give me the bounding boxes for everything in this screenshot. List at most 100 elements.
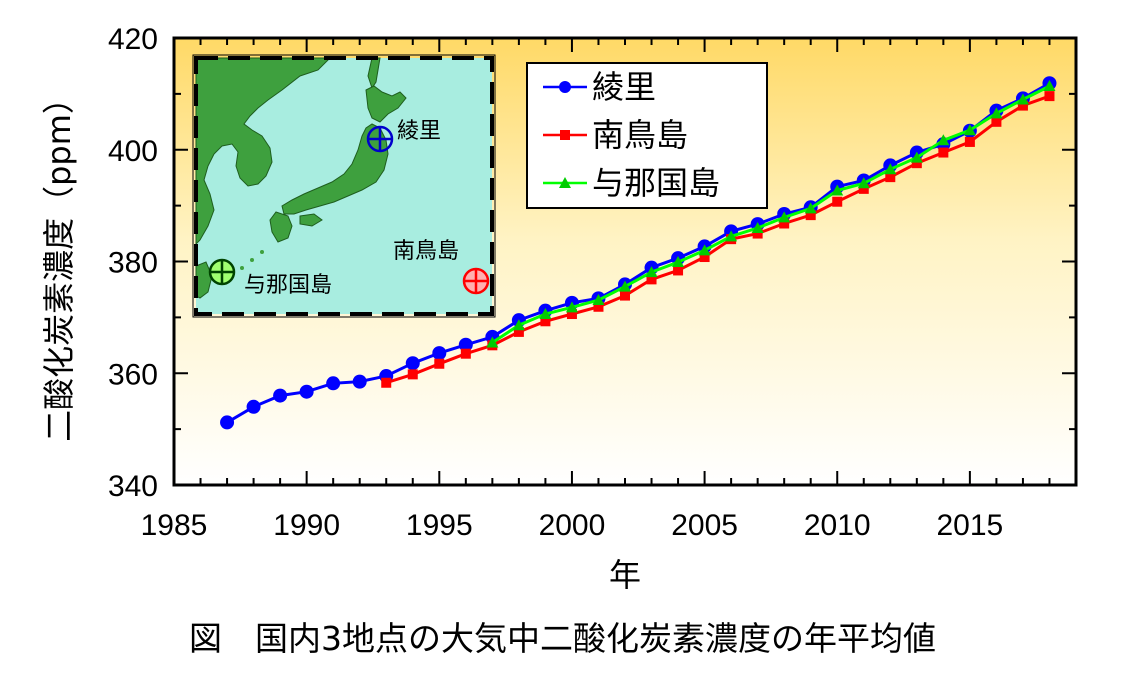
x-tick-label: 1990 — [273, 509, 340, 542]
legend-item-minamitorishima: 南鳥島 — [543, 116, 688, 154]
data-point-minamitorishima — [381, 377, 392, 388]
plot-frame — [172, 36, 1078, 487]
x-tick-label: 2015 — [937, 509, 1004, 542]
data-point-minamitorishima — [805, 210, 816, 221]
data-point-yonaguni — [619, 280, 631, 292]
data-point-yonaguni — [539, 308, 552, 320]
y-tick-label: 380 — [108, 247, 158, 280]
x-tick-label: 1985 — [141, 509, 208, 542]
data-point-ryori — [432, 346, 447, 361]
inset-map: 綾里 南鳥島 与那国島 — [192, 54, 496, 318]
data-point-yonaguni — [884, 163, 897, 175]
data-point-yonaguni — [486, 336, 499, 348]
series-layer — [220, 76, 1057, 430]
y-tick-label: 420 — [108, 23, 158, 56]
data-point-minamitorishima — [1044, 91, 1055, 102]
data-point-minamitorishima — [513, 326, 524, 337]
x-tick-labels: 1985 1990 1995 2000 2005 2010 2015 — [141, 509, 1004, 542]
y-tick-label: 340 — [108, 470, 158, 503]
data-point-ryori — [246, 399, 261, 414]
data-point-minamitorishima — [752, 228, 763, 239]
data-point-minamitorishima — [1017, 100, 1028, 111]
data-point-yonaguni — [910, 151, 923, 163]
y-tick-label: 400 — [108, 135, 158, 168]
data-point-yonaguni — [592, 294, 605, 306]
station-marker-minamitorishima — [462, 267, 490, 295]
data-point-minamitorishima — [885, 172, 896, 183]
inset-map-outer-frame — [192, 54, 496, 318]
inset-map-asia-land — [195, 57, 332, 246]
data-point-yonaguni — [751, 221, 764, 233]
data-point-minamitorishima — [593, 301, 604, 312]
data-point-yonaguni — [804, 202, 817, 214]
data-point-minamitorishima — [699, 252, 710, 263]
data-point-yonaguni — [857, 177, 870, 189]
inset-map-shikoku — [299, 213, 323, 227]
data-point-minamitorishima — [646, 274, 657, 285]
x-tick-label: 1995 — [406, 509, 473, 542]
data-point-yonaguni — [698, 244, 711, 256]
station-marker-yonaguni — [208, 258, 236, 286]
data-point-yonaguni — [725, 230, 738, 242]
inset-map-sakhalin — [367, 57, 381, 90]
x-axis-label: 年 — [609, 556, 641, 594]
data-point-yonaguni — [512, 319, 525, 331]
data-point-yonaguni — [831, 184, 844, 196]
data-point-minamitorishima — [620, 290, 630, 301]
x-tick-label: 2005 — [671, 509, 738, 542]
legend-label-ryori: 綾里 — [592, 68, 656, 106]
legend-item-yonaguni: 与那国島 — [543, 164, 720, 202]
data-point-minamitorishima — [407, 369, 418, 380]
data-point-yonaguni — [937, 134, 950, 146]
inset-map-border — [194, 56, 494, 316]
data-point-minamitorishima — [540, 316, 551, 327]
legend-label-yonaguni: 与那国島 — [592, 164, 720, 202]
legend-item-ryori: 綾里 — [543, 68, 656, 106]
data-point-minamitorishima — [991, 116, 1002, 127]
data-point-ryori — [352, 374, 367, 389]
data-point-ryori — [405, 356, 420, 371]
legend-label-minamitorishima: 南鳥島 — [592, 116, 688, 154]
inset-map-kyushu — [269, 211, 293, 243]
data-point-yonaguni — [778, 211, 791, 223]
inset-map-honshu — [281, 123, 389, 215]
data-point-ryori — [273, 388, 288, 403]
data-point-minamitorishima — [566, 309, 577, 320]
data-point-yonaguni — [990, 107, 1003, 119]
station-label-ryori: 綾里 — [397, 119, 441, 144]
data-point-minamitorishima — [434, 358, 445, 369]
series-yonaguni — [486, 80, 1056, 348]
data-point-minamitorishima — [673, 265, 684, 276]
data-point-yonaguni — [1016, 93, 1029, 105]
legend: 綾里 南鳥島 与那国島 — [526, 62, 768, 209]
station-label-yonaguni: 与那国島 — [244, 273, 332, 298]
data-point-yonaguni — [672, 256, 685, 268]
legend-marker-ryori — [559, 81, 571, 93]
data-point-minamitorishima — [779, 218, 790, 229]
figure-caption: 図 国内3地点の大気中二酸化炭素濃度の年平均値 — [189, 619, 936, 658]
y-tick-labels: 340 360 380 400 420 — [108, 23, 158, 503]
data-point-ryori — [458, 337, 473, 352]
data-point-yonaguni — [645, 266, 658, 278]
station-marker-ryori — [366, 125, 394, 153]
data-point-ryori — [299, 384, 314, 399]
data-point-minamitorishima — [911, 158, 922, 169]
series-line-yonaguni — [491, 84, 1051, 344]
inset-map-hokkaido — [365, 85, 407, 123]
x-tick-label: 2000 — [539, 509, 606, 542]
co2-chart: 1985 1990 1995 2000 2005 2010 2015 340 360 380 40… — [40, 23, 1078, 594]
y-tick-label: 360 — [108, 358, 158, 391]
data-point-yonaguni — [963, 124, 976, 136]
legend-marker-yonaguni — [559, 177, 571, 188]
data-point-ryori — [326, 376, 341, 391]
station-label-minamitorishima: 南鳥島 — [393, 239, 459, 264]
legend-marker-minamitorishima — [560, 130, 570, 140]
y-axis-label: 二酸化炭素濃度（ppm） — [40, 82, 78, 442]
data-point-yonaguni — [565, 301, 578, 313]
data-point-minamitorishima — [832, 196, 843, 207]
data-point-minamitorishima — [460, 348, 471, 359]
data-point-minamitorishima — [938, 147, 949, 158]
x-tick-label: 2010 — [804, 509, 871, 542]
data-point-minamitorishima — [858, 183, 869, 194]
data-point-yonaguni — [1043, 80, 1056, 92]
